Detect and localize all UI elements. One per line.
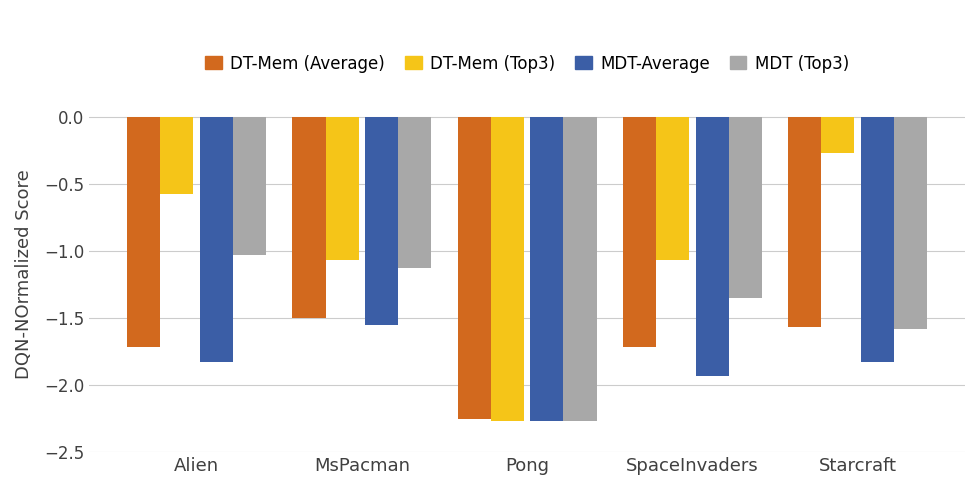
Bar xyxy=(161,117,193,195)
Bar xyxy=(564,117,597,421)
Bar xyxy=(127,117,161,347)
Bar xyxy=(366,117,398,324)
Bar xyxy=(491,117,523,421)
Bar xyxy=(623,117,656,347)
Bar xyxy=(821,117,855,153)
Bar xyxy=(292,117,325,318)
Bar xyxy=(200,117,233,362)
Bar xyxy=(656,117,689,260)
Bar xyxy=(530,117,564,421)
Bar xyxy=(894,117,927,329)
Y-axis label: DQN-NOrmalized Score: DQN-NOrmalized Score xyxy=(15,170,33,379)
Legend: DT-Mem (Average), DT-Mem (Top3), MDT-Average, MDT (Top3): DT-Mem (Average), DT-Mem (Top3), MDT-Ave… xyxy=(199,48,856,79)
Bar xyxy=(398,117,431,268)
Bar xyxy=(729,117,761,298)
Bar xyxy=(788,117,821,327)
Bar xyxy=(325,117,359,260)
Bar xyxy=(860,117,894,362)
Bar xyxy=(696,117,729,376)
Bar xyxy=(458,117,491,418)
Bar xyxy=(233,117,266,255)
